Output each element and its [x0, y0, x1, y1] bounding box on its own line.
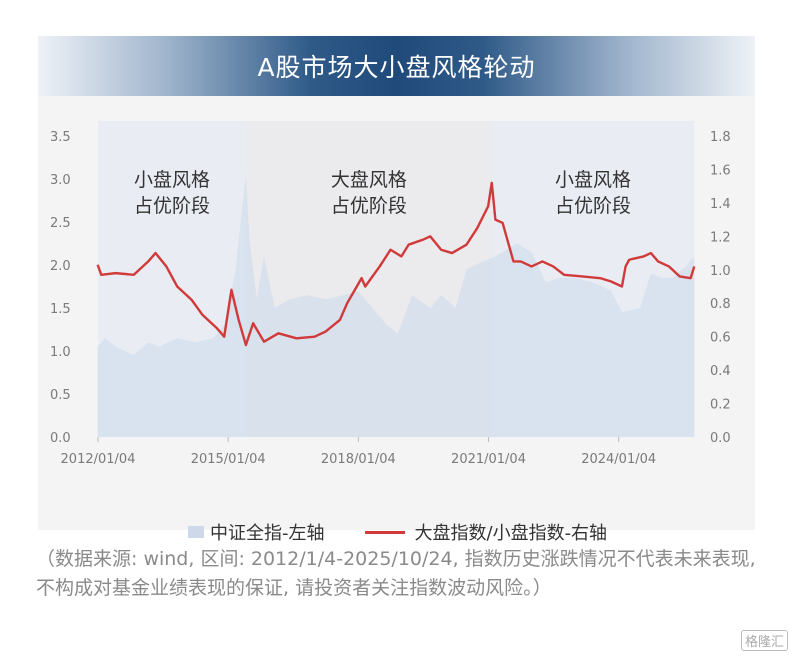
phase-label: 大盘风格 — [331, 169, 407, 191]
area-series-zhongzheng — [97, 174, 695, 437]
phase-label: 占优阶段 — [134, 195, 210, 217]
phase-label: 占优阶段 — [555, 195, 631, 217]
chart-title: A股市场大小盘风格轮动 — [38, 36, 755, 96]
right-axis-tick: 1.8 — [710, 130, 731, 145]
right-axis-tick: 0.0 — [710, 431, 731, 446]
x-axis-tick: 2012/01/04 — [61, 452, 136, 467]
x-axis-tick: 2021/01/04 — [451, 452, 526, 467]
phase-label: 小盘风格 — [555, 169, 631, 191]
left-axis-tick: 2.0 — [50, 259, 71, 274]
right-axis-tick: 1.2 — [710, 230, 731, 245]
left-axis-tick: 0.0 — [50, 431, 71, 446]
right-axis-tick: 1.4 — [710, 197, 731, 212]
right-axis-tick: 0.4 — [710, 364, 731, 379]
left-axis-tick: 1.0 — [50, 345, 71, 360]
legend-swatch-line — [364, 530, 405, 534]
x-axis-tick: 2018/01/04 — [321, 452, 396, 467]
phase-label: 占优阶段 — [331, 195, 407, 217]
right-axis-tick: 0.6 — [710, 331, 731, 346]
legend: 中证全指-左轴 大盘指数/小盘指数-右轴 — [188, 519, 607, 545]
left-axis-tick: 3.5 — [50, 130, 71, 145]
line-series-ratio — [96, 181, 696, 347]
legend-label-area: 中证全指-左轴 — [210, 523, 325, 544]
right-axis-tick: 1.0 — [710, 264, 731, 279]
watermark-logo: 格隆汇 — [740, 630, 788, 651]
left-axis-tick: 0.5 — [50, 388, 71, 403]
x-axis-tick: 2024/01/04 — [581, 452, 656, 467]
left-axis-tick: 3.0 — [50, 173, 71, 188]
footnote: （数据来源: wind, 区间: 2012/1/4-2025/10/24, 指数… — [36, 548, 756, 599]
left-axis-tick: 2.5 — [50, 216, 71, 231]
right-axis-tick: 1.6 — [710, 163, 731, 178]
right-axis-tick: 0.2 — [710, 398, 731, 413]
right-axis-tick: 0.8 — [710, 297, 731, 312]
legend-swatch-area — [188, 526, 204, 538]
left-axis-tick: 1.5 — [50, 302, 71, 317]
phase-label: 小盘风格 — [134, 169, 210, 191]
legend-label-line: 大盘指数/小盘指数-右轴 — [414, 523, 608, 544]
chart-card: A股市场大小盘风格轮动 小盘风格占优阶段 大盘风格占优阶段 小盘风格占优阶段 0.0 0… — [38, 36, 755, 544]
x-axis-tick: 2015/01/04 — [191, 452, 266, 467]
